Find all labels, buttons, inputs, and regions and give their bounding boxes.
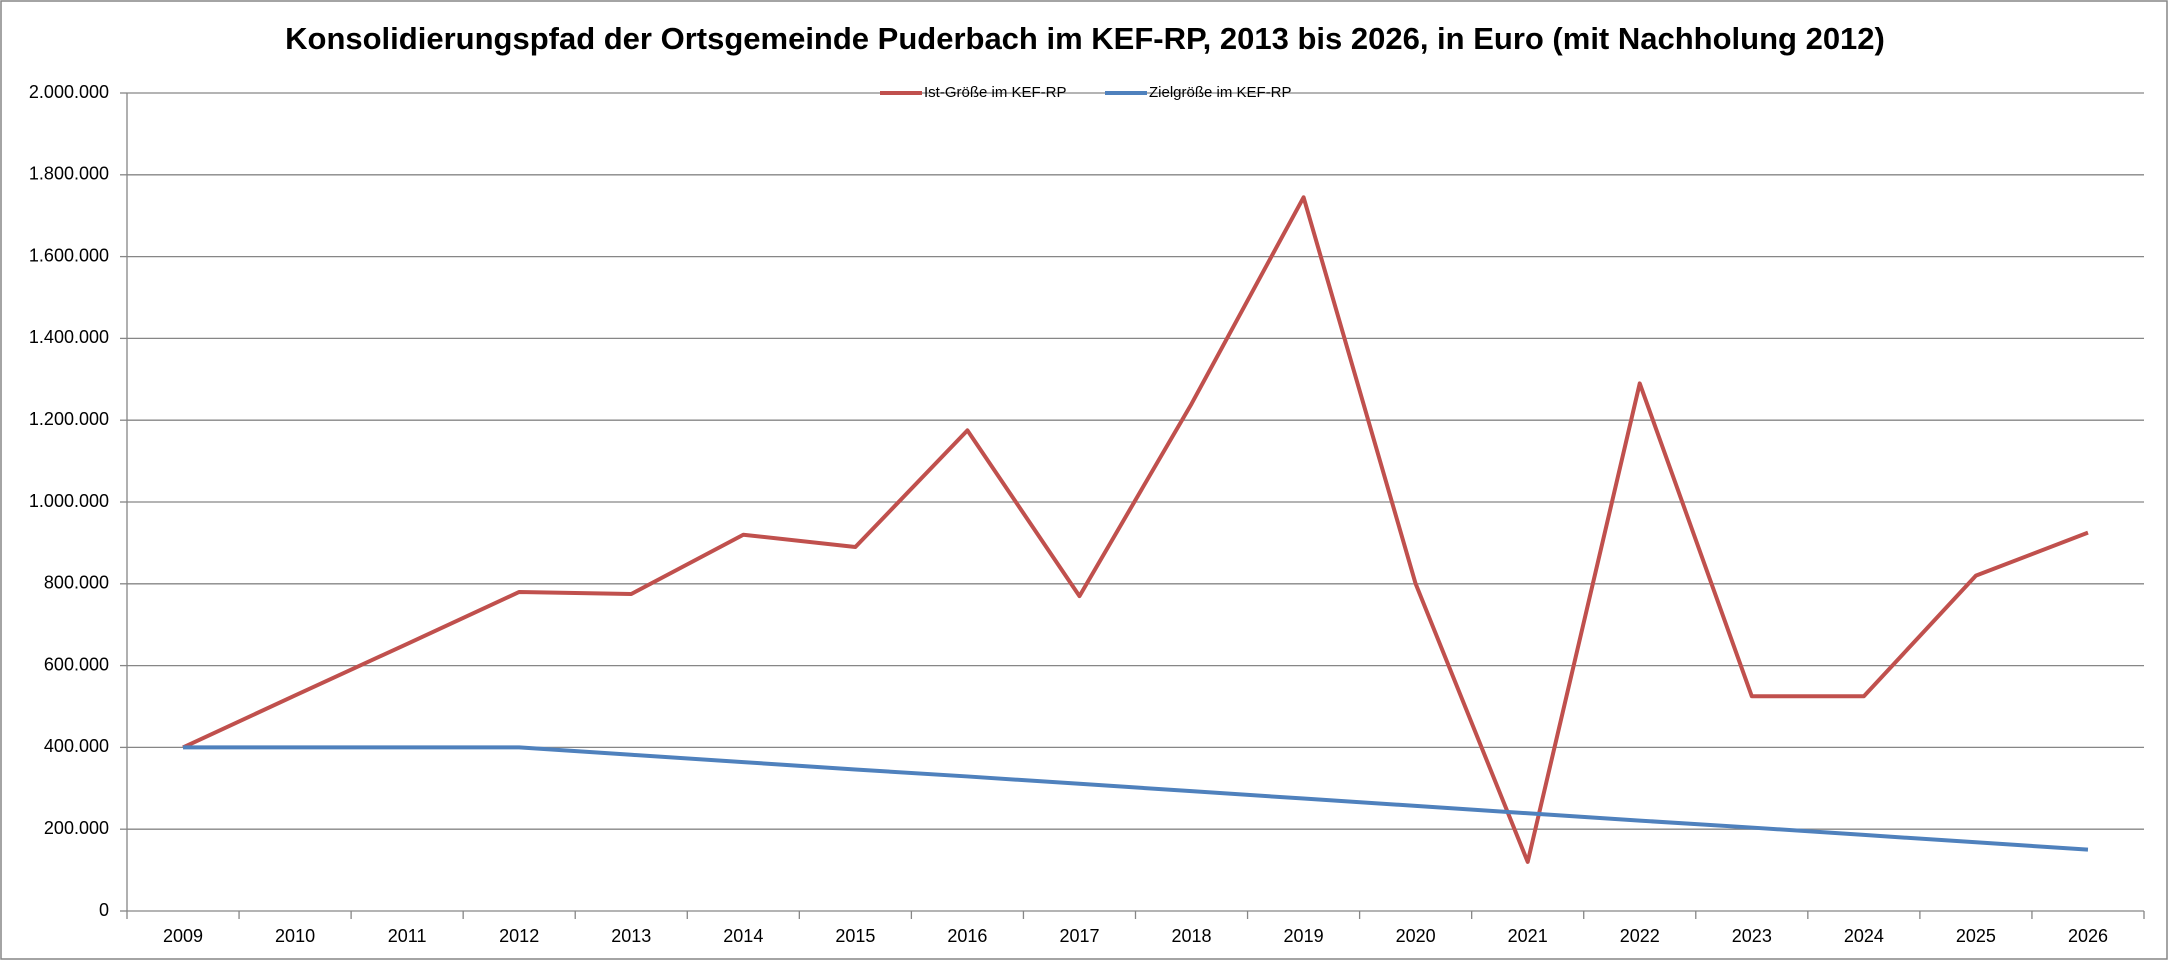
x-tick-label: 2021 — [1508, 926, 1548, 946]
y-tick-label: 200.000 — [44, 818, 109, 838]
y-tick-label: 1.200.000 — [29, 409, 109, 429]
x-tick-label: 2018 — [1172, 926, 1212, 946]
y-tick-label: 400.000 — [44, 736, 109, 756]
x-tick-label: 2009 — [163, 926, 203, 946]
x-tick-label: 2025 — [1956, 926, 1996, 946]
y-tick-label: 2.000.000 — [29, 82, 109, 102]
legend-label: Ist-Größe im KEF-RP — [924, 84, 1067, 101]
y-tick-label: 800.000 — [44, 573, 109, 593]
x-tick-label: 2019 — [1284, 926, 1324, 946]
data-line — [183, 745, 2089, 852]
x-tick-label: 2017 — [1059, 926, 1099, 946]
y-tick-label: 1.400.000 — [29, 327, 109, 347]
y-tick-label: 1.600.000 — [29, 245, 109, 265]
data-line — [182, 195, 2089, 864]
y-tick-label: 0 — [99, 900, 109, 920]
x-tick-label: 2014 — [723, 926, 763, 946]
x-tick-label: 2015 — [835, 926, 875, 946]
x-tick-label: 2013 — [611, 926, 651, 946]
y-tick-label: 1.000.000 — [29, 491, 109, 511]
x-tick-label: 2010 — [275, 926, 315, 946]
x-tick-label: 2024 — [1844, 926, 1884, 946]
legend-label: Zielgröße im KEF-RP — [1149, 84, 1292, 101]
y-tick-label: 600.000 — [44, 654, 109, 674]
x-tick-label: 2020 — [1396, 926, 1436, 946]
chart-title: Konsolidierungspfad der Ortsgemeinde Pud… — [285, 21, 1885, 56]
x-tick-label: 2016 — [947, 926, 987, 946]
y-tick-label: 1.800.000 — [29, 164, 109, 184]
x-tick-label: 2023 — [1732, 926, 1772, 946]
x-tick-label: 2022 — [1620, 926, 1660, 946]
x-tick-label: 2026 — [2068, 926, 2108, 946]
x-tick-label: 2011 — [388, 926, 427, 946]
x-tick-label: 2012 — [499, 926, 539, 946]
